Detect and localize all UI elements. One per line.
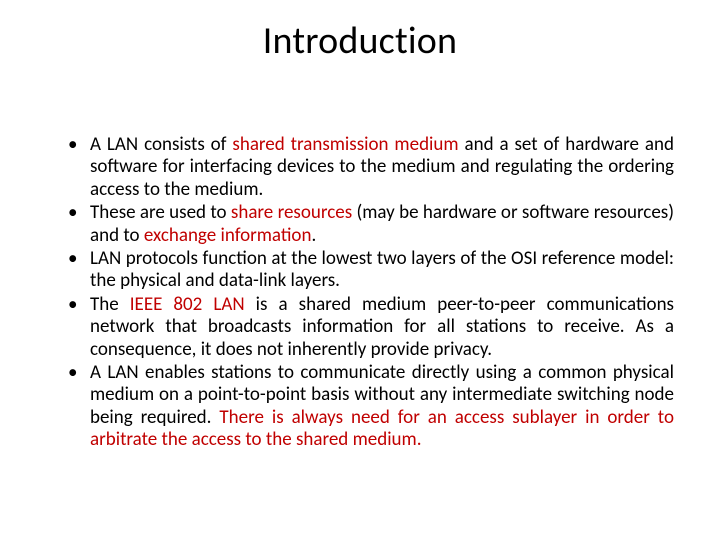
body-text: . bbox=[311, 224, 316, 247]
bullet-item: A LAN enables stations to communicate di… bbox=[68, 362, 674, 452]
highlight-text: exchange information bbox=[144, 224, 312, 247]
highlight-text: shared transmission medium bbox=[232, 133, 464, 156]
bullet-item: LAN protocols function at the lowest two… bbox=[68, 248, 674, 293]
slide-title: Introduction bbox=[40, 18, 680, 64]
bullet-list: A LAN consists of shared transmission me… bbox=[40, 134, 680, 452]
highlight-text: share resources bbox=[231, 201, 357, 224]
body-text: A LAN consists of bbox=[90, 133, 232, 156]
body-text: LAN protocols function at the lowest two… bbox=[90, 247, 674, 292]
body-text: The bbox=[90, 293, 130, 316]
body-text: These are used to bbox=[90, 201, 231, 224]
highlight-text: IEEE 802 LAN bbox=[130, 293, 256, 316]
slide: Introduction A LAN consists of shared tr… bbox=[0, 0, 720, 540]
bullet-item: A LAN consists of shared transmission me… bbox=[68, 134, 674, 201]
bullet-item: The IEEE 802 LAN is a shared medium peer… bbox=[68, 294, 674, 361]
bullet-item: These are used to share resources (may b… bbox=[68, 202, 674, 247]
